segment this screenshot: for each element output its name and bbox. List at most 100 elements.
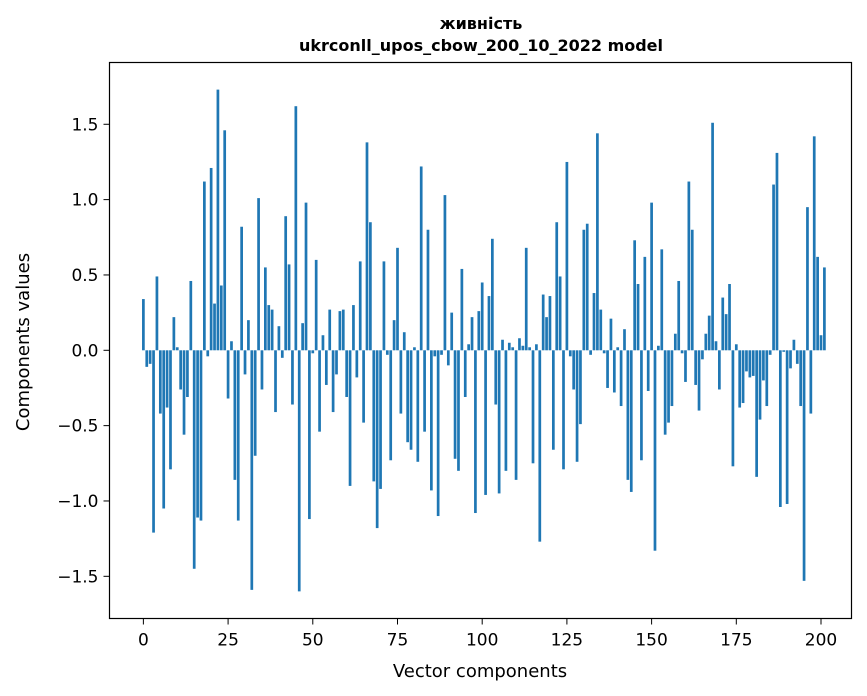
bar <box>399 350 403 414</box>
bar <box>568 350 572 357</box>
bar <box>609 318 613 351</box>
bar <box>507 342 511 351</box>
bar <box>257 198 260 351</box>
bar <box>541 294 545 351</box>
bar <box>694 350 697 385</box>
bar <box>341 309 345 351</box>
bar <box>484 350 487 495</box>
bar <box>690 229 694 351</box>
bar <box>192 350 196 569</box>
bar <box>653 350 657 551</box>
bar <box>772 184 775 351</box>
bar <box>504 350 508 471</box>
bar <box>565 161 569 351</box>
bar <box>734 344 738 351</box>
bar <box>372 350 376 482</box>
bar <box>745 350 748 372</box>
bar <box>629 350 633 492</box>
bar <box>463 350 467 397</box>
bar <box>311 350 315 354</box>
bar <box>660 249 664 351</box>
bar <box>592 293 596 351</box>
bar <box>721 297 725 351</box>
bar <box>663 350 667 435</box>
bar <box>321 335 325 351</box>
bar <box>457 350 460 471</box>
bar <box>497 350 501 494</box>
bar <box>467 344 470 351</box>
bar <box>470 317 474 351</box>
bar <box>375 350 379 529</box>
bar <box>365 142 369 351</box>
bar <box>243 350 247 375</box>
bar <box>169 350 172 470</box>
bar <box>406 350 410 443</box>
bar <box>738 350 742 408</box>
bar <box>491 238 494 351</box>
bar <box>711 122 714 351</box>
bar <box>640 350 643 461</box>
bar <box>423 350 426 432</box>
x-tick-label: 175 <box>720 631 752 651</box>
bar <box>724 314 728 351</box>
bar <box>419 166 423 351</box>
bar <box>409 350 413 450</box>
bar <box>450 312 454 351</box>
bar <box>345 350 349 397</box>
bar <box>599 309 603 351</box>
bar <box>585 223 589 351</box>
bar <box>179 350 183 390</box>
bar <box>280 350 284 358</box>
bar <box>142 299 145 351</box>
bar <box>301 323 304 351</box>
bar <box>704 333 708 351</box>
bar <box>528 347 531 351</box>
bar <box>260 350 264 390</box>
bar <box>240 226 243 351</box>
bar <box>413 347 416 351</box>
bar <box>335 350 338 375</box>
bar <box>670 350 674 407</box>
bar <box>768 350 772 355</box>
x-tick-label: 125 <box>551 631 583 651</box>
bar <box>318 350 321 432</box>
bar <box>396 247 399 351</box>
bar <box>175 347 179 351</box>
bar <box>657 345 660 351</box>
bar <box>623 329 626 351</box>
bar <box>477 311 481 351</box>
bar <box>433 350 437 357</box>
bar <box>518 338 521 351</box>
bar <box>809 350 813 414</box>
bar <box>223 130 227 351</box>
bar <box>531 350 535 464</box>
bar <box>148 350 152 364</box>
bar <box>379 350 382 489</box>
bar <box>480 282 484 351</box>
bar <box>799 350 803 407</box>
bar <box>602 350 606 354</box>
bar <box>352 305 355 351</box>
bar <box>324 350 328 385</box>
bar <box>728 284 731 351</box>
bar <box>209 167 213 351</box>
bar <box>714 341 718 351</box>
bar <box>758 350 762 420</box>
chart-subtitle: ukrconll_upos_cbow_200_10_2022 model <box>299 36 663 55</box>
bar <box>213 303 216 351</box>
bar <box>189 280 193 351</box>
bar <box>338 311 342 351</box>
y-tick-label: 0.5 <box>71 266 98 286</box>
bar <box>731 350 735 467</box>
y-axis-ticks: −1.5 −1.0 −0.5 0.0 0.5 1.0 1.5 <box>57 115 110 587</box>
bar <box>646 350 650 391</box>
bar <box>385 350 389 355</box>
bar <box>626 350 630 480</box>
bar <box>535 344 538 351</box>
bar <box>782 350 786 352</box>
bar <box>524 247 528 351</box>
bar <box>430 350 433 491</box>
bar <box>802 350 806 581</box>
bar <box>762 350 765 381</box>
bar <box>612 350 616 393</box>
